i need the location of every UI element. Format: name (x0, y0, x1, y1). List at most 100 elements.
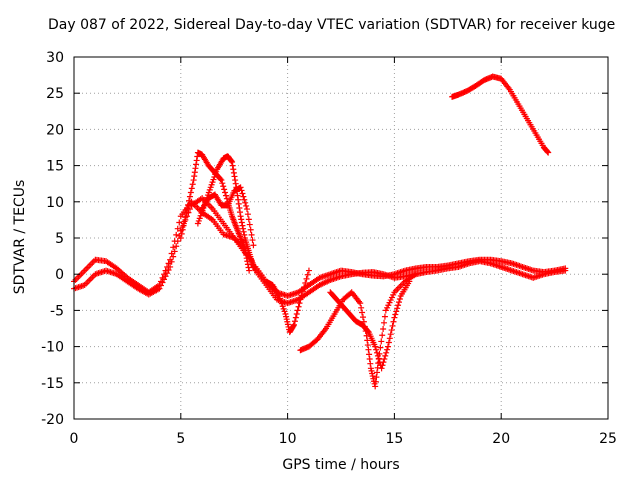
data-point (232, 177, 239, 184)
data-point (357, 300, 364, 307)
data-point (367, 360, 374, 367)
x-tick-label: 25 (599, 431, 617, 447)
data-point (165, 260, 172, 267)
data-point (377, 344, 384, 351)
data-point (375, 356, 382, 363)
data-point (393, 308, 400, 315)
grid-lines (74, 57, 608, 419)
data-point (242, 199, 249, 206)
data-point (364, 328, 371, 335)
data-point (364, 342, 371, 349)
data-point (238, 187, 245, 194)
data-point (298, 292, 305, 299)
data-point (192, 165, 199, 172)
data-point (157, 282, 164, 289)
data-point (379, 362, 386, 369)
data-point (179, 226, 186, 233)
data-point (390, 318, 397, 325)
series-sat-j (327, 278, 413, 372)
chart-title: Day 087 of 2022, Sidereal Day-to-day VTE… (48, 17, 616, 33)
data-point (395, 299, 402, 306)
data-point (222, 189, 229, 196)
data-point (232, 180, 239, 187)
data-point (238, 219, 245, 226)
data-point (303, 275, 310, 282)
data-point (239, 222, 246, 229)
data-point (189, 181, 196, 188)
data-point (562, 267, 569, 274)
data-point (176, 219, 183, 226)
data-point (164, 270, 171, 277)
data-point (380, 326, 387, 333)
data-point (243, 202, 250, 209)
data-point (168, 250, 175, 257)
axis-ticks: 0 5 10 15 20 25 -20 -15 -10 -5 0 5 10 15 20 25 30 (41, 50, 617, 447)
data-point (230, 166, 237, 173)
x-tick-label: 0 (70, 431, 79, 447)
data-point (545, 149, 552, 156)
data-point (248, 231, 255, 238)
data-point (156, 285, 163, 292)
data-point (295, 303, 302, 310)
data-point (187, 189, 194, 196)
y-tick-label: 30 (46, 50, 64, 66)
data-point (250, 242, 257, 249)
data-point (246, 267, 253, 274)
data-point (245, 216, 252, 223)
series-sat-h (263, 267, 312, 336)
data-point (299, 288, 306, 295)
data-point (291, 318, 298, 325)
x-tick-label: 15 (385, 431, 403, 447)
data-point (359, 314, 366, 321)
data-point (241, 231, 248, 238)
data-point (162, 273, 169, 280)
data-point (372, 383, 379, 390)
data-point (159, 279, 166, 286)
data-point (186, 197, 193, 204)
data-point (221, 186, 228, 193)
data-point (391, 314, 398, 321)
data-point (240, 225, 247, 232)
data-point (389, 322, 396, 329)
data-point (372, 378, 379, 385)
data-points (71, 73, 569, 390)
data-point (228, 158, 235, 165)
data-point (240, 193, 247, 200)
data-point (387, 331, 394, 338)
y-tick-label: 0 (55, 267, 64, 283)
data-point (372, 343, 379, 350)
data-point (244, 211, 251, 218)
data-point (302, 279, 309, 286)
data-point (173, 231, 180, 238)
data-point (167, 263, 174, 270)
data-point (222, 192, 229, 199)
data-point (241, 196, 248, 203)
data-point (170, 253, 177, 260)
data-point (374, 352, 381, 359)
data-point (180, 222, 187, 229)
data-point (365, 346, 372, 353)
series-sat-e (199, 184, 257, 249)
data-point (191, 173, 198, 180)
data-point (237, 213, 244, 220)
data-point (186, 193, 193, 200)
data-point (171, 248, 178, 255)
data-point (249, 237, 256, 244)
y-tick-label: -10 (41, 340, 64, 356)
data-point (381, 319, 388, 326)
data-point (358, 304, 365, 311)
y-tick-label: 10 (46, 195, 64, 211)
x-tick-label: 10 (279, 431, 297, 447)
data-point (301, 284, 308, 291)
data-point (234, 192, 241, 199)
x-tick-label: 5 (176, 431, 185, 447)
data-point (174, 238, 181, 245)
data-point (384, 343, 391, 350)
data-point (177, 235, 184, 241)
data-point (383, 349, 390, 356)
y-tick-label: 5 (55, 231, 64, 247)
data-point (359, 309, 366, 316)
data-point (237, 184, 244, 191)
data-point (239, 190, 246, 197)
data-point (364, 337, 371, 344)
